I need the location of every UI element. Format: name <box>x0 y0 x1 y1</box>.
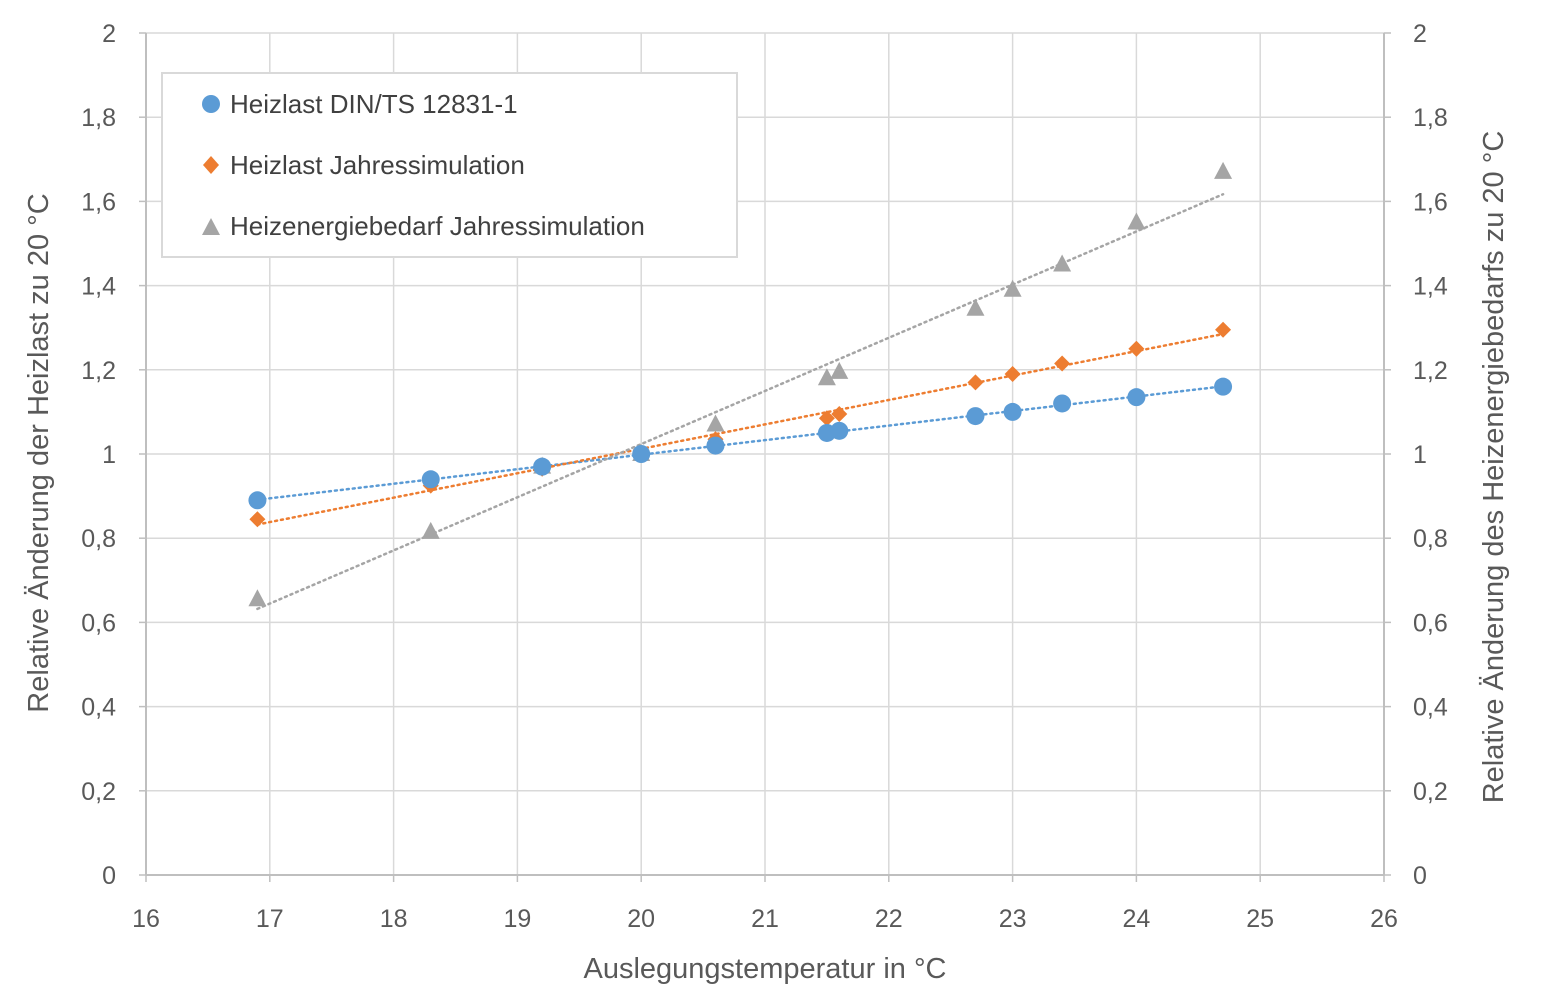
y-right-tick-labels: 0 0,2 0,4 0,6 0,8 1 1,2 1,4 1,6 1,8 2 <box>1413 20 1448 890</box>
y-left-tick-label: 1,8 <box>81 104 116 132</box>
data-point-triangle <box>248 589 267 607</box>
data-point-diamond <box>1128 340 1145 357</box>
x-tick-label: 23 <box>999 905 1027 933</box>
y-right-tick-label: 1,6 <box>1413 188 1448 216</box>
legend-label-heizenergie-sim: Heizenergiebedarf Jahressimulation <box>230 211 645 241</box>
y-left-tick-label: 0,2 <box>81 778 116 806</box>
data-point-circle <box>830 421 849 440</box>
y-left-tick-label: 1,4 <box>81 273 116 301</box>
y-right-tick-label: 0,2 <box>1413 778 1448 806</box>
data-points <box>248 161 1233 607</box>
y-left-tick-label: 0,6 <box>81 609 116 637</box>
y-right-tick-label: 0,6 <box>1413 609 1448 637</box>
data-point-triangle <box>966 298 985 316</box>
x-tick-label: 18 <box>380 905 408 933</box>
y-right-tick-label: 1,4 <box>1413 273 1448 301</box>
legend: Heizlast DIN/TS 12831-1 Heizlast Jahress… <box>161 72 738 258</box>
y-right-tick-label: 0,4 <box>1413 694 1448 722</box>
data-point-circle <box>1214 377 1233 396</box>
data-point-triangle <box>421 521 440 539</box>
data-point-circle <box>1127 388 1146 407</box>
y-left-tick-label: 1,2 <box>81 357 116 385</box>
x-tick-label: 21 <box>751 905 779 933</box>
data-point-triangle <box>1214 161 1233 179</box>
y-left-tick-label: 2 <box>102 20 116 48</box>
data-point-circle <box>533 457 552 476</box>
axes <box>139 32 1391 882</box>
legend-marker-circle <box>202 95 220 113</box>
series-circle <box>248 377 1233 510</box>
y-left-tick-label: 0,8 <box>81 525 116 553</box>
legend-label-heizlast-din: Heizlast DIN/TS 12831-1 <box>230 89 518 119</box>
legend-marker-diamond <box>203 156 219 174</box>
data-point-circle <box>248 491 267 510</box>
data-point-diamond <box>249 511 266 528</box>
data-point-triangle <box>1003 279 1022 297</box>
legend-box <box>161 72 738 258</box>
y-right-tick-label: 0 <box>1413 862 1427 890</box>
data-point-diamond <box>818 410 835 427</box>
trendline <box>256 332 1225 526</box>
y-left-tick-labels: 0 0,2 0,4 0,6 0,8 1 1,2 1,4 1,6 1,8 2 <box>81 20 116 890</box>
data-point-circle <box>966 407 985 426</box>
y-right-tick-label: 1 <box>1413 441 1427 469</box>
data-point-circle <box>1003 402 1022 421</box>
x-tick-label: 25 <box>1246 905 1274 933</box>
data-point-triangle <box>706 414 725 432</box>
y-left-tick-label: 1 <box>102 441 116 469</box>
legend-label-heizlast-sim: Heizlast Jahressimulation <box>230 150 525 180</box>
y-left-tick-label: 0,4 <box>81 694 116 722</box>
data-point-triangle <box>1127 212 1146 230</box>
y-left-axis-title: Relative Änderung der Heizlast zu 20 °C <box>23 193 55 712</box>
data-point-diamond <box>1215 321 1232 338</box>
legend-marker-triangle <box>202 218 220 235</box>
x-tick-label: 24 <box>1122 905 1150 933</box>
x-tick-label: 26 <box>1370 905 1398 933</box>
x-axis-title: Auslegungstemperatur in °C <box>583 953 946 985</box>
data-point-circle <box>706 436 725 455</box>
y-right-tick-label: 1,8 <box>1413 104 1448 132</box>
data-point-diamond <box>967 374 984 391</box>
data-point-diamond <box>1054 355 1071 372</box>
x-tick-label: 16 <box>132 905 160 933</box>
x-tick-label: 20 <box>627 905 655 933</box>
data-point-triangle <box>830 361 849 379</box>
y-right-axis-title: Relative Änderung des Heizenergiebedarfs… <box>1478 131 1510 804</box>
y-right-tick-label: 2 <box>1413 20 1427 48</box>
data-point-circle <box>632 445 651 463</box>
x-tick-label: 22 <box>875 905 903 933</box>
x-tick-label: 19 <box>503 905 531 933</box>
data-point-triangle <box>1053 254 1072 272</box>
series-diamond <box>249 321 1232 528</box>
data-point-triangle <box>817 368 836 386</box>
data-point-circle <box>1053 394 1072 413</box>
y-right-tick-label: 1,2 <box>1413 357 1448 385</box>
data-point-diamond <box>1004 366 1021 383</box>
x-tick-label: 17 <box>256 905 284 933</box>
y-right-tick-label: 0,8 <box>1413 525 1448 553</box>
x-tick-labels: 16 17 18 19 20 21 22 23 24 25 26 <box>132 905 1398 933</box>
data-point-circle <box>421 470 440 489</box>
y-left-tick-label: 0 <box>102 862 116 890</box>
trendline <box>256 385 1225 502</box>
y-left-tick-label: 1,6 <box>81 188 116 216</box>
data-point-diamond <box>831 406 848 423</box>
